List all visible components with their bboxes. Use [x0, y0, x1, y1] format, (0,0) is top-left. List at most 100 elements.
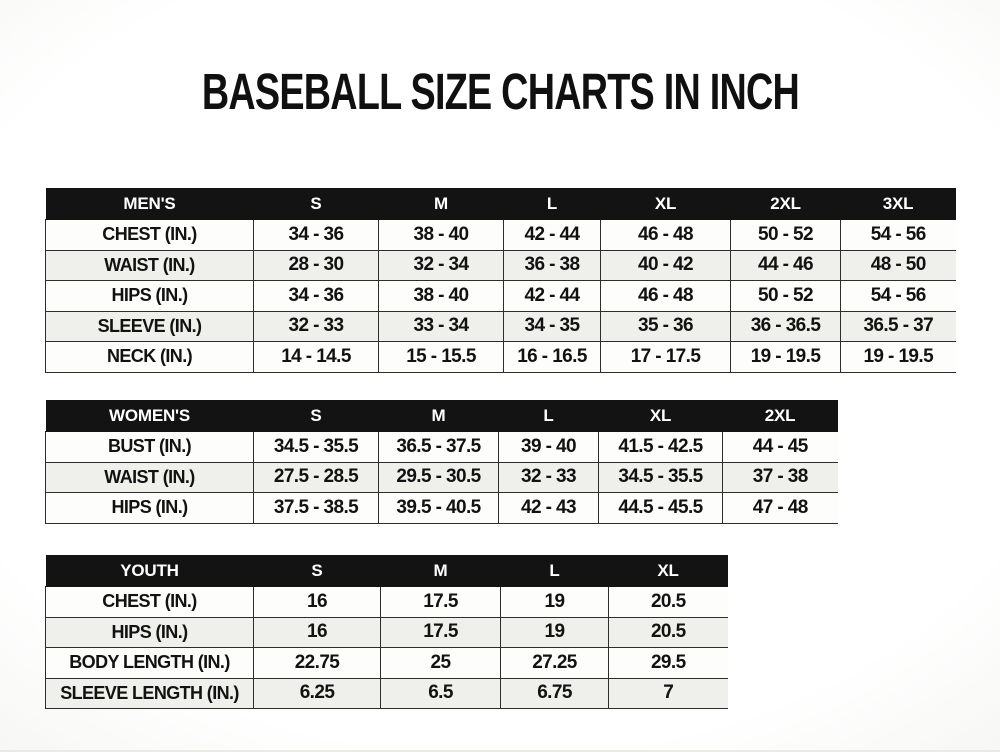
column-header-xl: XL	[600, 188, 731, 220]
table-row: NECK (IN.) 14 - 14.5 15 - 15.5 16 - 16.5 17 …	[45, 341, 956, 373]
size-cell: 46 - 48	[600, 219, 731, 251]
size-cell: 38 - 40	[378, 219, 504, 251]
table-row: WAIST (IN.) 27.5 - 28.5 29.5 - 30.5 32 - 33…	[45, 461, 838, 493]
size-cell: 25	[380, 647, 501, 679]
size-cell: 37 - 38	[722, 461, 838, 493]
size-cell: 36 - 36.5	[730, 310, 841, 342]
size-cell: 34 - 35	[503, 310, 601, 342]
row-label: NECK (IN.)	[45, 341, 254, 373]
size-cell: 36 - 38	[503, 249, 601, 281]
size-table-mens: MEN'S S M L XL 2XL 3XL CHEST (IN.) 34 - 36 38 - 4…	[45, 188, 956, 373]
size-cell: 44.5 - 45.5	[598, 492, 723, 524]
size-cell: 19 - 19.5	[730, 341, 841, 373]
size-cell: 16	[253, 586, 381, 618]
size-cell: 15 - 15.5	[378, 341, 504, 373]
size-cell: 39.5 - 40.5	[378, 492, 499, 524]
size-cell: 32 - 33	[253, 310, 379, 342]
size-cell: 7	[608, 677, 728, 709]
column-header-m: M	[378, 188, 504, 220]
row-label: BUST (IN.)	[45, 431, 254, 463]
table-row: HIPS (IN.) 37.5 - 38.5 39.5 - 40.5 42 - 43 4…	[45, 492, 838, 524]
size-cell: 17 - 17.5	[600, 341, 731, 373]
table-group-label: WOMEN'S	[45, 400, 254, 432]
size-cell: 34 - 36	[253, 280, 379, 312]
size-cell: 54 - 56	[840, 219, 956, 251]
size-cell: 37.5 - 38.5	[253, 492, 379, 524]
size-cell: 54 - 56	[840, 280, 956, 312]
row-label: HIPS (IN.)	[45, 492, 254, 524]
table-row: CHEST (IN.) 16 17.5 19 20.5	[45, 586, 728, 618]
size-cell: 36.5 - 37.5	[378, 431, 499, 463]
size-cell: 42 - 44	[503, 280, 601, 312]
size-cell: 17.5	[380, 616, 501, 648]
size-cell: 46 - 48	[600, 280, 731, 312]
size-cell: 50 - 52	[730, 280, 841, 312]
size-cell: 39 - 40	[498, 431, 599, 463]
table-row: BODY LENGTH (IN.) 22.75 25 27.25 29.5	[45, 647, 728, 679]
column-header-l: L	[498, 400, 599, 432]
column-header-s: S	[253, 188, 379, 220]
table-group-label: YOUTH	[45, 555, 254, 587]
size-cell: 6.25	[253, 677, 381, 709]
size-cell: 29.5	[608, 647, 728, 679]
size-cell: 16 - 16.5	[503, 341, 601, 373]
size-cell: 6.75	[500, 677, 609, 709]
size-cell: 14 - 14.5	[253, 341, 379, 373]
table-row: SLEEVE (IN.) 32 - 33 33 - 34 34 - 35 35 - 36…	[45, 310, 956, 342]
header-row: YOUTH S M L XL	[45, 555, 728, 587]
column-header-l: L	[503, 188, 601, 220]
table-row: BUST (IN.) 34.5 - 35.5 36.5 - 37.5 39 - 40 4…	[45, 431, 838, 463]
page-title-text: BASEBALL SIZE CHARTS IN INCH	[201, 63, 799, 120]
size-cell: 34.5 - 35.5	[253, 431, 379, 463]
size-cell: 38 - 40	[378, 280, 504, 312]
table-row: SLEEVE LENGTH (IN.) 6.25 6.5 6.75 7	[45, 677, 728, 709]
header-row: WOMEN'S S M L XL 2XL	[45, 400, 838, 432]
size-cell: 19	[500, 616, 609, 648]
size-cell: 33 - 34	[378, 310, 504, 342]
row-label: HIPS (IN.)	[45, 616, 254, 648]
size-cell: 19 - 19.5	[840, 341, 956, 373]
size-cell: 22.75	[253, 647, 381, 679]
row-label: CHEST (IN.)	[45, 586, 254, 618]
page-title: BASEBALL SIZE CHARTS IN INCH	[0, 62, 1000, 121]
row-label: CHEST (IN.)	[45, 219, 254, 251]
table-row: HIPS (IN.) 34 - 36 38 - 40 42 - 44 46 - 48 50…	[45, 280, 956, 312]
row-label: HIPS (IN.)	[45, 280, 254, 312]
size-cell: 34 - 36	[253, 219, 379, 251]
column-header-s: S	[253, 400, 379, 432]
row-label: WAIST (IN.)	[45, 249, 254, 281]
size-cell: 32 - 33	[498, 461, 599, 493]
size-cell: 17.5	[380, 586, 501, 618]
size-cell: 41.5 - 42.5	[598, 431, 723, 463]
row-label: WAIST (IN.)	[45, 461, 254, 493]
header-row: MEN'S S M L XL 2XL 3XL	[45, 188, 956, 220]
size-cell: 40 - 42	[600, 249, 731, 281]
size-cell: 19	[500, 586, 609, 618]
column-header-xl: XL	[608, 555, 728, 587]
size-cell: 48 - 50	[840, 249, 956, 281]
column-header-m: M	[378, 400, 499, 432]
size-cell: 29.5 - 30.5	[378, 461, 499, 493]
size-cell: 6.5	[380, 677, 501, 709]
size-cell: 42 - 43	[498, 492, 599, 524]
size-cell: 28 - 30	[253, 249, 379, 281]
size-cell: 36.5 - 37	[840, 310, 956, 342]
size-cell: 42 - 44	[503, 219, 601, 251]
size-cell: 20.5	[608, 586, 728, 618]
row-label: SLEEVE LENGTH (IN.)	[45, 677, 254, 709]
table-row: WAIST (IN.) 28 - 30 32 - 34 36 - 38 40 - 42 4…	[45, 249, 956, 281]
size-cell: 47 - 48	[722, 492, 838, 524]
size-cell: 34.5 - 35.5	[598, 461, 723, 493]
size-cell: 27.5 - 28.5	[253, 461, 379, 493]
column-header-s: S	[253, 555, 381, 587]
size-cell: 44 - 46	[730, 249, 841, 281]
size-table-womens: WOMEN'S S M L XL 2XL BUST (IN.) 34.5 - 35.5 36.5…	[45, 400, 838, 524]
row-label: SLEEVE (IN.)	[45, 310, 254, 342]
size-cell: 32 - 34	[378, 249, 504, 281]
column-header-2xl: 2XL	[730, 188, 841, 220]
size-cell: 16	[253, 616, 381, 648]
size-cell: 50 - 52	[730, 219, 841, 251]
table-row: HIPS (IN.) 16 17.5 19 20.5	[45, 616, 728, 648]
column-header-2xl: 2XL	[722, 400, 838, 432]
